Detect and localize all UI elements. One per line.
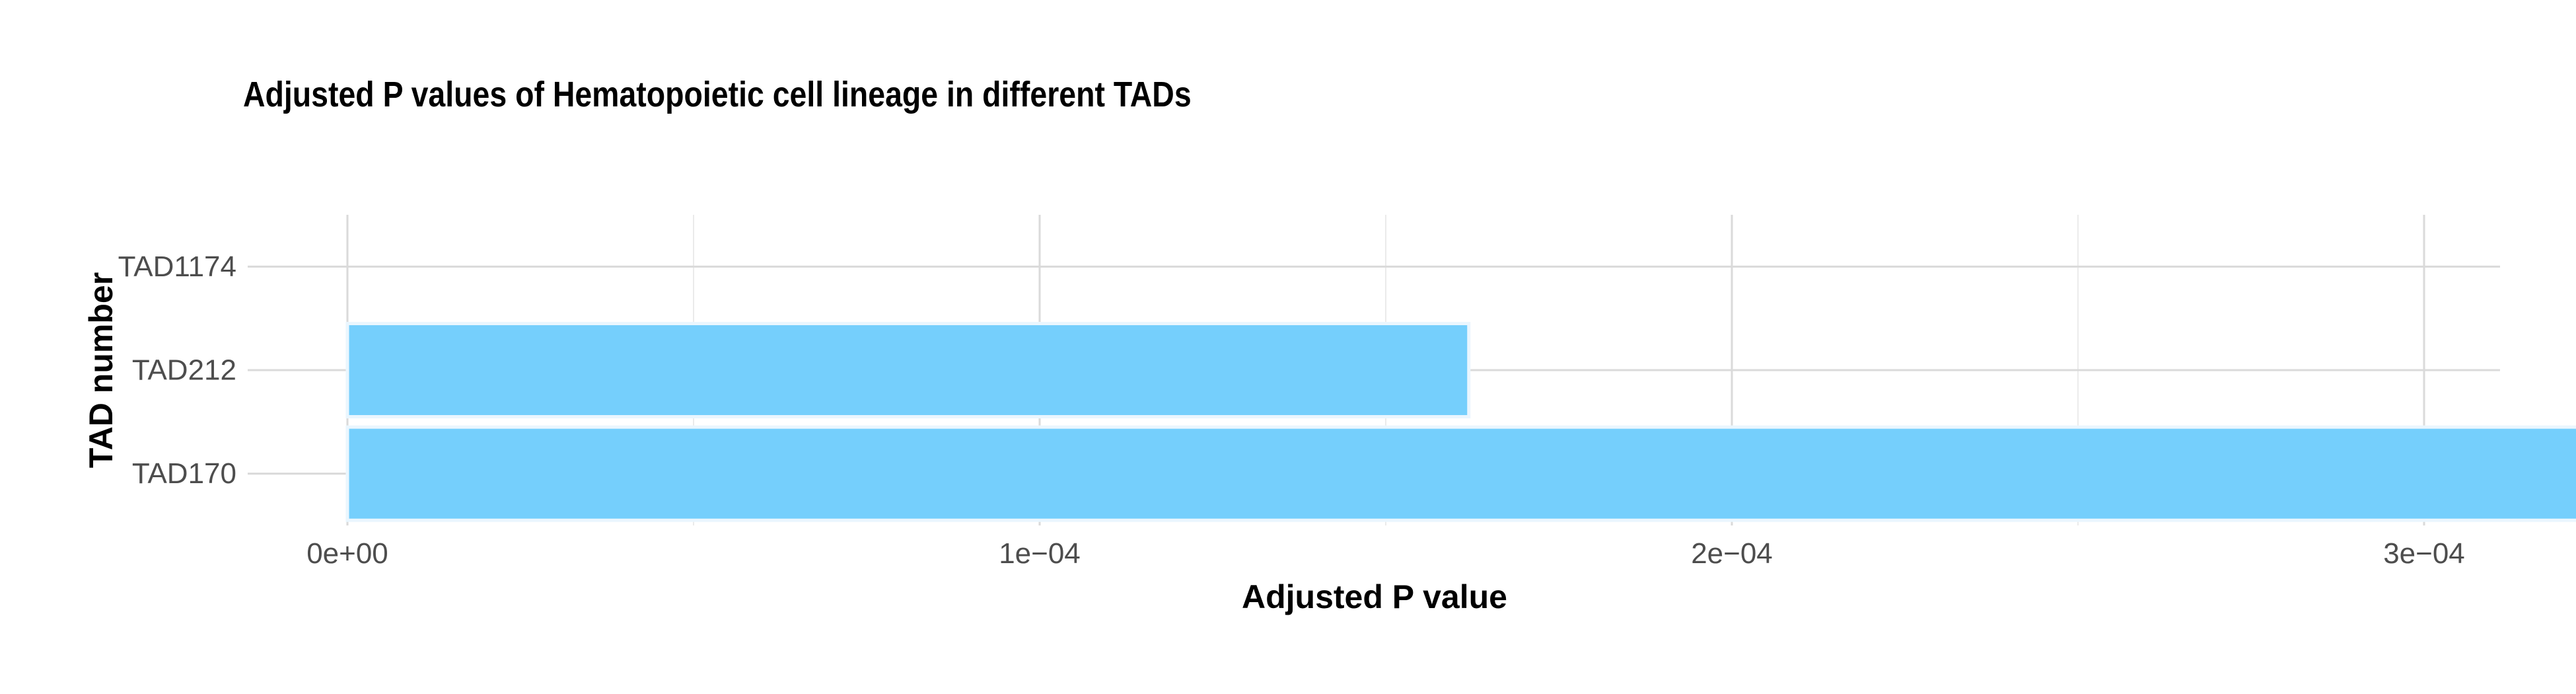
y-tick-label: TAD1174 <box>118 251 236 283</box>
x-tick-label: 0e+00 <box>306 537 388 570</box>
bar-tad170 <box>345 425 2576 522</box>
x-tick-label: 1e−04 <box>999 537 1081 570</box>
chart-title: Adjusted P values of Hematopoietic cell … <box>243 75 1192 114</box>
y-tick-label: TAD212 <box>132 354 236 387</box>
bars <box>345 322 2576 522</box>
x-tick-label: 2e−04 <box>1691 537 1773 570</box>
x-tick-label: 3e−04 <box>2383 537 2465 570</box>
y-axis-title: TAD number <box>83 272 120 468</box>
y-tick-label: TAD170 <box>132 457 236 490</box>
axis-labels: TAD1174 TAD212 TAD170 0e+00 1e−04 2e−04 3e−04 A… <box>83 251 2465 615</box>
x-axis-title: Adjusted P value <box>1242 578 1507 615</box>
bar-tad212 <box>345 322 1471 418</box>
